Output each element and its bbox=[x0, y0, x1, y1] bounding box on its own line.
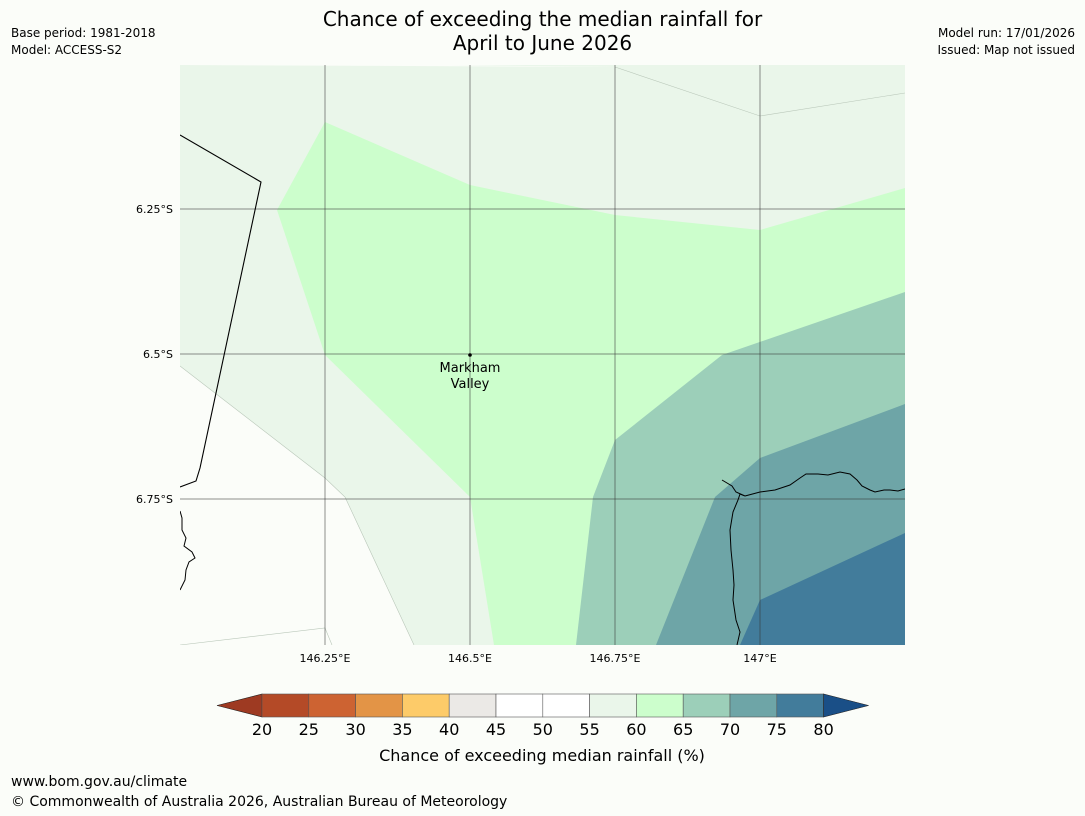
lon-label: 146.25°E bbox=[300, 652, 351, 665]
colorbar-segment bbox=[355, 693, 403, 718]
colorbar-tick-label: 20 bbox=[252, 720, 272, 739]
colorbar-tick-label: 40 bbox=[439, 720, 459, 739]
colorbar-segment bbox=[402, 693, 450, 718]
colorbar-extend-high bbox=[823, 693, 869, 718]
model-run-text: Model run: 17/01/2026 bbox=[937, 26, 1075, 40]
contour-line bbox=[180, 365, 415, 645]
colorbar-extend-low bbox=[216, 693, 263, 718]
map-title: Chance of exceeding the median rainfall … bbox=[0, 7, 1085, 55]
lon-label: 146.5°E bbox=[448, 652, 492, 665]
model-text: Model: ACCESS-S2 bbox=[11, 43, 123, 57]
lat-label: 6.25°S bbox=[136, 203, 173, 216]
map-area bbox=[180, 65, 905, 645]
issued-text: Issued: Map not issued bbox=[937, 43, 1075, 57]
colorbar-segment bbox=[308, 693, 356, 718]
colorbar-segment bbox=[589, 693, 637, 718]
header-right-info: Model run: 17/01/2026 Issued: Map not is… bbox=[937, 25, 1075, 59]
map-title-line1: Chance of exceeding the median rainfall … bbox=[322, 7, 763, 31]
place-label-line1: Markham bbox=[440, 361, 501, 376]
lat-label: 6.75°S bbox=[136, 493, 173, 506]
colorbar-segment bbox=[261, 693, 310, 718]
coastline-gulf bbox=[721, 479, 746, 645]
colorbar-tick-label: 25 bbox=[299, 720, 319, 739]
map-title-line2: April to June 2026 bbox=[452, 31, 633, 55]
header-left-info: Base period: 1981-2018 Model: ACCESS-S2 bbox=[11, 25, 156, 59]
colorbar-segment bbox=[448, 693, 497, 718]
colorbar-segment bbox=[636, 693, 684, 718]
colorbar-tick-label: 80 bbox=[813, 720, 833, 739]
colorbar-label: Chance of exceeding median rainfall (%) bbox=[379, 746, 705, 765]
colorbar-tick-label: 65 bbox=[673, 720, 693, 739]
band-50-55-lower bbox=[180, 366, 414, 645]
colorbar-segment bbox=[729, 693, 778, 718]
gridlines bbox=[180, 65, 905, 645]
band-55-60-top bbox=[180, 65, 905, 116]
colorbar-segment bbox=[495, 693, 544, 718]
colorbar-ticks: 20 25 30 35 40 45 50 55 60 65 70 75 80 bbox=[252, 720, 834, 739]
colorbar-tick-label: 70 bbox=[720, 720, 740, 739]
place-marker bbox=[468, 353, 472, 357]
colorbar-tick-label: 35 bbox=[392, 720, 412, 739]
border-line bbox=[180, 134, 262, 488]
colorbar-segment bbox=[682, 693, 731, 718]
lon-label: 146.75°E bbox=[590, 652, 641, 665]
colorbar-segment bbox=[776, 693, 824, 718]
colorbar-tick-label: 75 bbox=[767, 720, 787, 739]
colorbar-segment bbox=[542, 693, 590, 718]
lat-label: 6.5°S bbox=[143, 348, 173, 361]
band-75-80 bbox=[740, 533, 905, 645]
base-period-text: Base period: 1981-2018 bbox=[11, 26, 156, 40]
place-label-line2: Valley bbox=[451, 377, 490, 392]
footer-url: www.bom.gov.au/climate bbox=[11, 774, 188, 790]
footer-copyright: © Commonwealth of Australia 2026, Austra… bbox=[11, 794, 508, 810]
colorbar bbox=[216, 693, 869, 718]
lon-label: 147°E bbox=[743, 652, 776, 665]
coastline-south bbox=[744, 471, 905, 497]
colorbar-tick-label: 45 bbox=[486, 720, 506, 739]
colorbar-tick-label: 55 bbox=[579, 720, 599, 739]
colorbar-tick-label: 30 bbox=[345, 720, 365, 739]
colorbar-tick-label: 50 bbox=[533, 720, 553, 739]
coastline-west bbox=[180, 510, 196, 591]
colorbar-tick-label: 60 bbox=[626, 720, 646, 739]
